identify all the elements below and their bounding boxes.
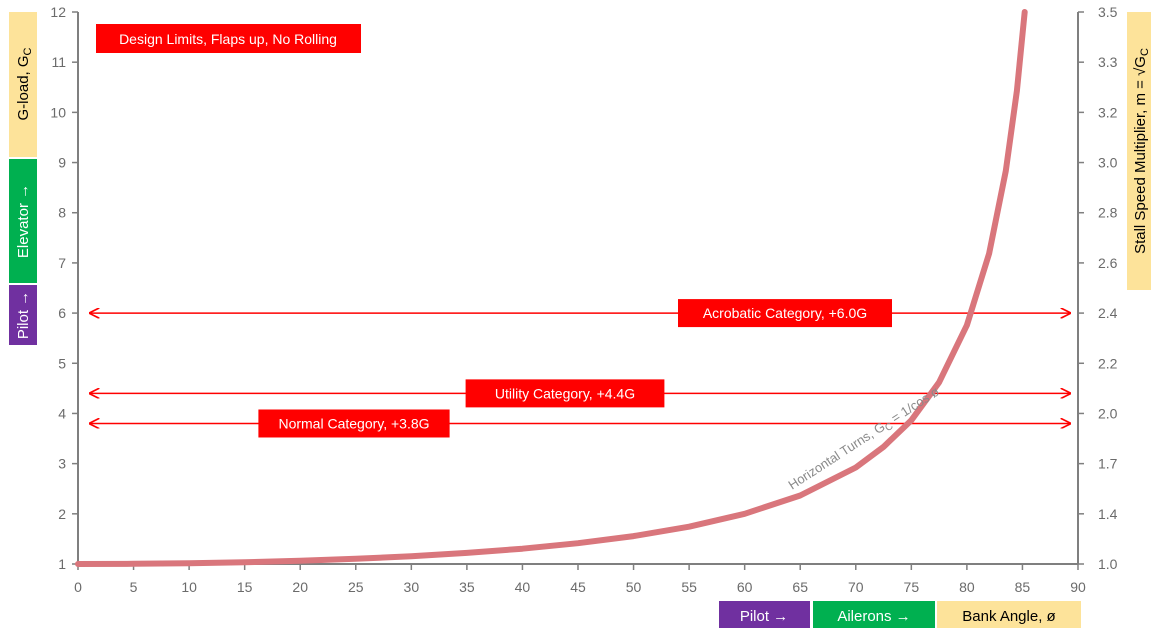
x-tick-label: 65 xyxy=(792,579,808,595)
y-label-elevator: Elevator → xyxy=(15,184,32,258)
y2-tick-label: 3.5 xyxy=(1098,4,1118,20)
x-tick-label: 80 xyxy=(959,579,975,595)
x-tick-label: 20 xyxy=(292,579,308,595)
y-tick-label: 10 xyxy=(50,104,66,120)
y2-tick-label: 2.2 xyxy=(1098,355,1118,371)
y2-label-box xyxy=(1127,12,1151,290)
limit-label: Acrobatic Category, +6.0G xyxy=(703,305,867,321)
curve-label: Horizontal Turns, GC = 1/cos ø xyxy=(785,384,943,495)
y2-tick-label: 2.6 xyxy=(1098,255,1118,271)
y2-tick-label: 2.8 xyxy=(1098,205,1118,221)
x-tick-label: 30 xyxy=(404,579,420,595)
horizontal-turns-curve xyxy=(75,9,1028,567)
x-ticks: 0 5 10 15 20 25 30 35 40 45 50 55 60 65 70 75 80 85 90 xyxy=(74,564,1086,595)
x-tick-label: 5 xyxy=(130,579,138,595)
x-label-ailerons: Ailerons → xyxy=(837,608,910,625)
y-tick-label: 9 xyxy=(58,155,66,171)
limit-label-box xyxy=(465,379,665,408)
y-label-box-gload xyxy=(9,12,37,157)
y-tick-label: 6 xyxy=(58,305,66,321)
x-tick-label: 40 xyxy=(515,579,531,595)
x-tick-label: 45 xyxy=(570,579,586,595)
limit-label-box xyxy=(678,299,892,328)
y-tick-label: 2 xyxy=(58,506,66,522)
limit-label-box xyxy=(258,409,450,438)
y-ticks-right: 1.0 1.4 1.7 2.0 2.2 2.4 2.6 2.8 3.0 3.2 3.3 3.5 xyxy=(1078,4,1118,572)
y2-tick-label: 3.0 xyxy=(1098,155,1118,171)
y2-tick-label: 1.4 xyxy=(1098,506,1118,522)
y2-tick-label: 3.3 xyxy=(1098,54,1118,70)
y-tick-label: 8 xyxy=(58,205,66,221)
limit-lines: Acrobatic Category, +6.0G Utility Categor… xyxy=(90,299,1070,438)
y-label-box-pilot xyxy=(9,285,37,345)
limit-label: Utility Category, +4.4G xyxy=(495,385,635,401)
y-tick-label: 11 xyxy=(51,54,66,70)
x-tick-label: 60 xyxy=(737,579,753,595)
annotation-box xyxy=(96,24,361,53)
y2-label: Stall Speed Multiplier, m = √GC xyxy=(1132,48,1151,254)
x-tick-label: 90 xyxy=(1070,579,1086,595)
y-tick-label: 1 xyxy=(58,556,66,572)
x-tick-label: 50 xyxy=(626,579,642,595)
x-label-box-pilot xyxy=(719,601,810,628)
y2-tick-label: 3.2 xyxy=(1098,104,1118,120)
y-label-pilot: Pilot → xyxy=(15,291,32,339)
x-tick-label: 85 xyxy=(1015,579,1031,595)
x-label-bank-angle: Bank Angle, ø xyxy=(962,608,1055,625)
limit-label: Normal Category, +3.8G xyxy=(278,415,429,431)
y2-tick-label: 1.7 xyxy=(1098,456,1118,472)
x-tick-label: 75 xyxy=(904,579,920,595)
x-tick-label: 15 xyxy=(237,579,253,595)
y-label-gload: G-load, GC xyxy=(15,47,34,120)
y-tick-label: 4 xyxy=(58,405,66,421)
y-tick-label: 12 xyxy=(50,4,66,20)
x-label-pilot: Pilot → xyxy=(740,608,788,625)
y-tick-label: 7 xyxy=(58,255,66,271)
x-tick-label: 35 xyxy=(459,579,475,595)
x-tick-label: 70 xyxy=(848,579,864,595)
y-label-box-elevator xyxy=(9,159,37,283)
x-tick-label: 10 xyxy=(181,579,197,595)
x-tick-label: 25 xyxy=(348,579,364,595)
y2-tick-label: 1.0 xyxy=(1098,556,1118,572)
x-label-box-ailerons xyxy=(813,601,935,628)
y2-tick-label: 2.0 xyxy=(1098,405,1118,421)
x-label-box-bank-angle xyxy=(937,601,1081,628)
x-tick-label: 55 xyxy=(681,579,697,595)
y-tick-label: 5 xyxy=(58,355,66,371)
y-tick-label: 3 xyxy=(58,456,66,472)
x-tick-label: 0 xyxy=(74,579,82,595)
annotation-text: Design Limits, Flaps up, No Rolling xyxy=(119,31,337,47)
y2-tick-label: 2.4 xyxy=(1098,305,1118,321)
